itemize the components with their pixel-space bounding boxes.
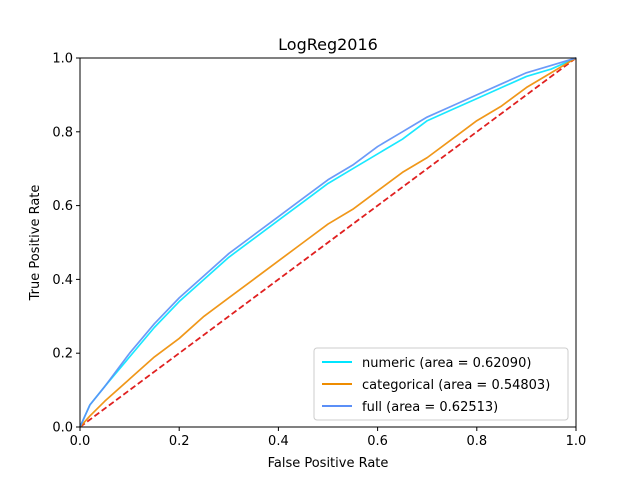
y-tick-label: 1.0	[52, 52, 73, 67]
series-line-0	[79, 57, 577, 428]
x-tick-label: 0.0	[70, 434, 91, 449]
x-tick-label: 0.4	[268, 434, 289, 449]
y-axis-label: True Positive Rate	[28, 185, 43, 302]
y-tick-label: 0.2	[52, 347, 73, 362]
plot-area	[79, 57, 577, 428]
legend-label-1: categorical (area = 0.54803)	[362, 378, 550, 393]
reference-diagonal-line	[79, 57, 577, 428]
y-tick-label: 0.0	[52, 421, 73, 436]
x-axis-label: False Positive Rate	[268, 456, 389, 471]
legend-entries: numeric (area = 0.62090) categorical (are…	[322, 356, 550, 415]
y-tick-label: 0.6	[52, 199, 73, 214]
series-line-2	[79, 57, 577, 428]
axes-frame	[79, 57, 577, 428]
legend-label-2: full (area = 0.62513)	[362, 400, 498, 415]
x-tick-label: 1.0	[566, 434, 587, 449]
legend-label-0: numeric (area = 0.62090)	[362, 356, 531, 371]
x-tick-label: 0.2	[169, 434, 190, 449]
x-tick-label: 0.8	[466, 434, 487, 449]
y-tick-label: 0.4	[52, 273, 73, 288]
legend: numeric (area = 0.62090) categorical (are…	[313, 347, 569, 421]
y-tick-label: 0.8	[52, 125, 73, 140]
x-tick-label: 0.6	[367, 434, 388, 449]
axis-ticks: 0.0 0.2 0.4 0.6 0.8 1.0 0.0 0.2 0.4 0.6 0.8 1.0	[52, 52, 586, 450]
series-line-1	[79, 57, 577, 428]
chart-title: LogReg2016	[278, 35, 378, 54]
legend-box	[313, 347, 569, 421]
